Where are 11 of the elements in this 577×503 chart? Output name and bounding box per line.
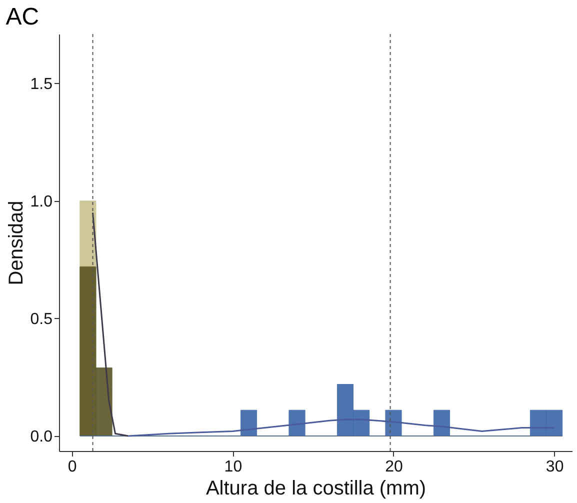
chart-title: AC [6,4,40,30]
x-tick-label: 10 [224,458,242,476]
x-tick-label: 0 [68,458,77,476]
y-tick-label: 1.0 [30,193,53,210]
x-axis-title: Altura de la costilla (mm) [206,478,426,500]
y-tick-label: 0.0 [30,428,53,446]
x-tick-label: 30 [546,458,564,476]
y-tick-label: 1.5 [30,76,53,93]
x-tick-label: 20 [385,458,403,476]
y-tick-label: 0.5 [30,310,53,328]
y-axis-title: Densidad [5,200,28,286]
